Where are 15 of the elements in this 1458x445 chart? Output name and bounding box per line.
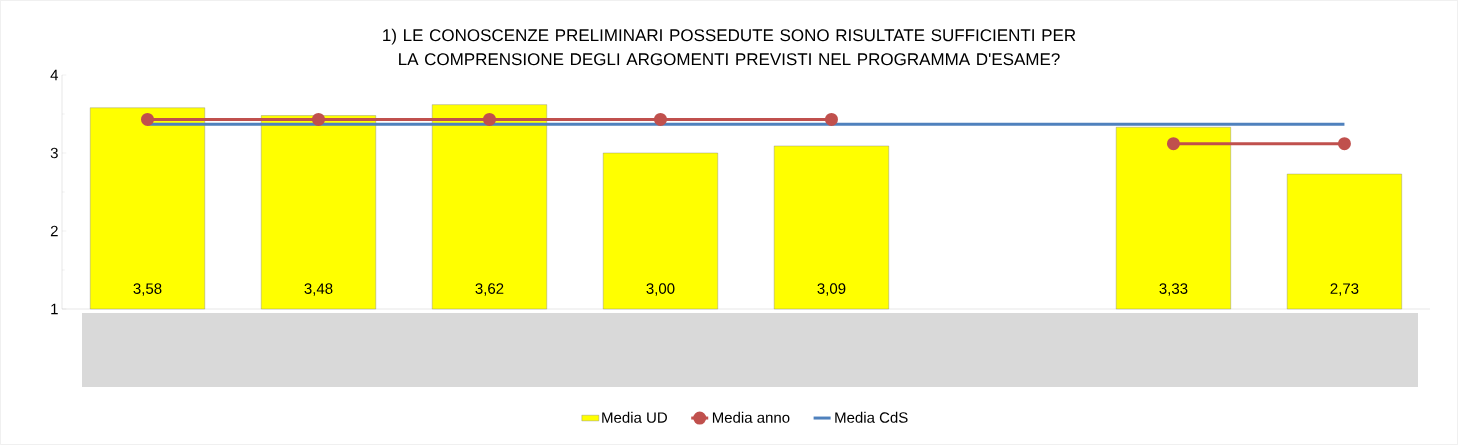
data-label: 3,48 xyxy=(304,283,333,296)
y-tick-label: 2 xyxy=(50,225,58,237)
legend-label: Media UD xyxy=(602,411,667,423)
legend-label: Media CdS xyxy=(835,411,908,423)
data-label: 3,58 xyxy=(133,283,162,296)
data-label: 3,09 xyxy=(817,283,846,296)
y-tick-label: 4 xyxy=(50,69,59,81)
data-label: 3,62 xyxy=(475,283,504,296)
data-label: 3,00 xyxy=(646,283,675,296)
y-tick-label: 1 xyxy=(51,303,58,315)
y-tick-label: 3 xyxy=(50,147,58,159)
legend-label: Media anno xyxy=(712,411,790,423)
data-label: 3,33 xyxy=(1159,283,1188,296)
chart-title: 1) LE CONOSCENZE PRELIMINARI POSSEDUTE SONO RISULTATE SUFFICIENTI PER LA COMPRENSIONE DEGLI ARGOMENTI PREVISTI NEL PROGRAMMA D'ESAME? xyxy=(383,28,1076,66)
data-label: 2,73 xyxy=(1330,283,1359,296)
